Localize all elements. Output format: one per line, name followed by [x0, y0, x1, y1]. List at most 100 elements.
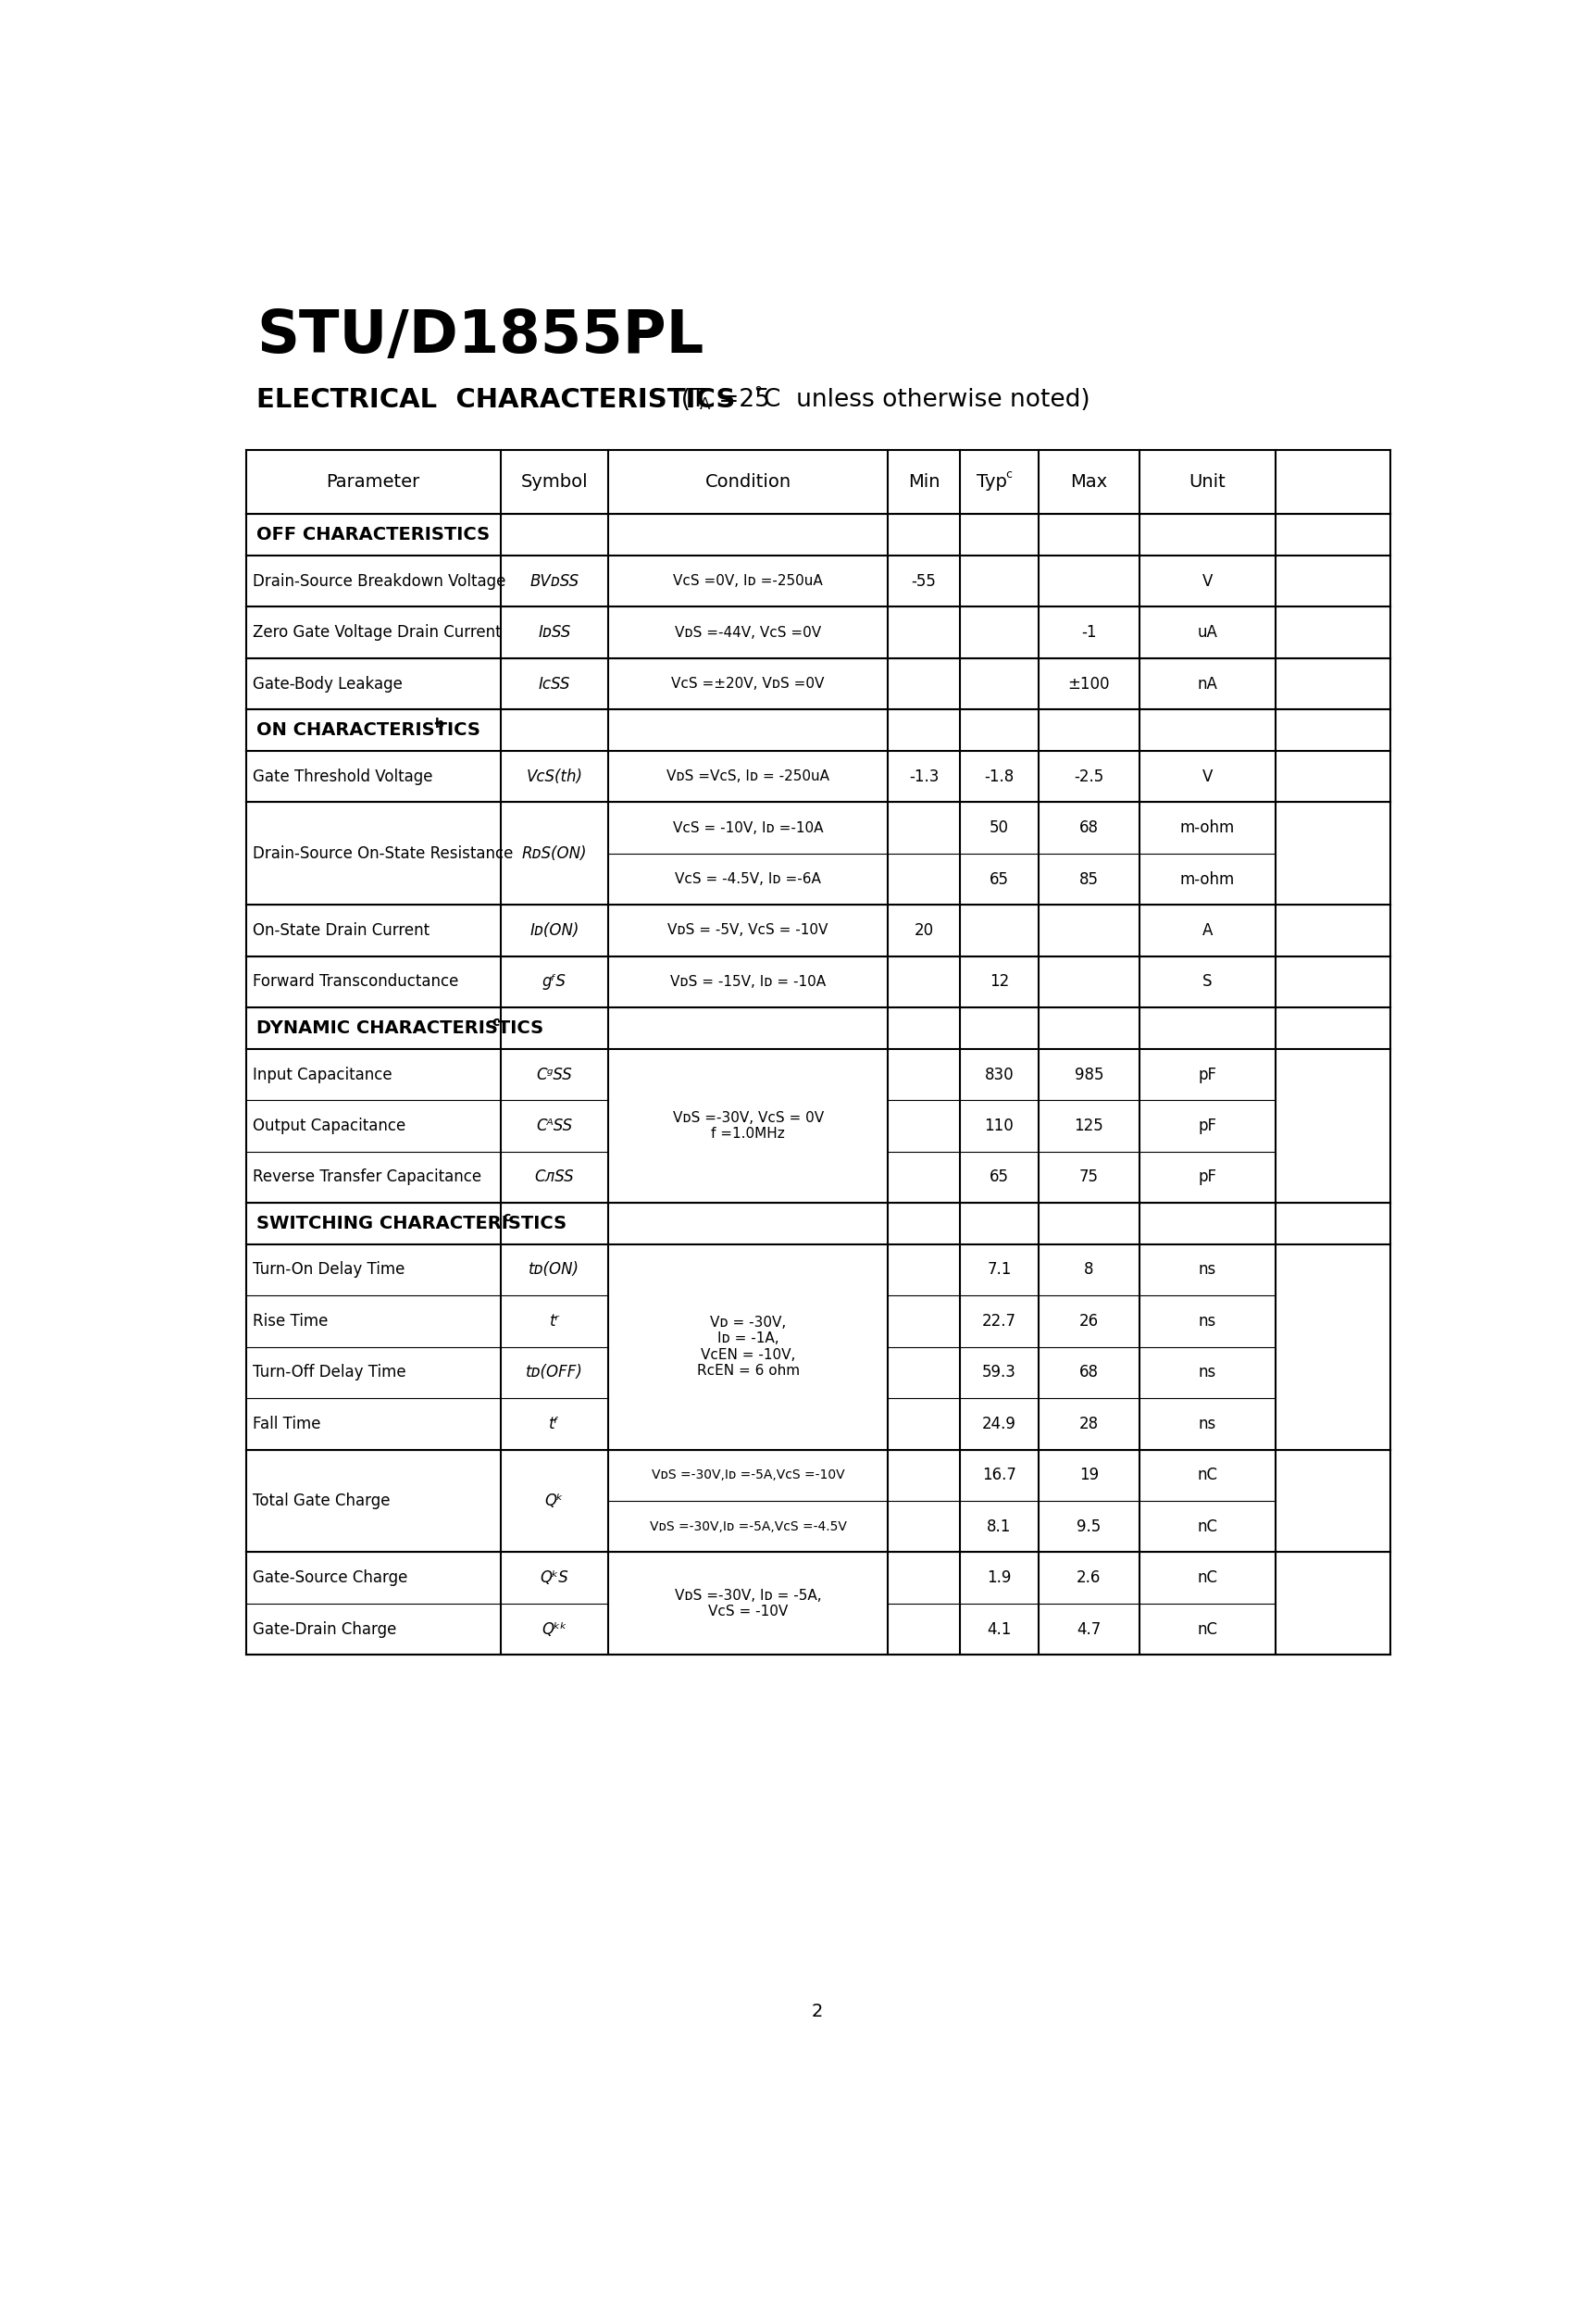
Text: 24.9: 24.9 [982, 1415, 1017, 1432]
Text: Typ: Typ [977, 474, 1007, 490]
Text: BVᴅSS: BVᴅSS [529, 572, 579, 590]
Text: -1.8: -1.8 [983, 769, 1014, 786]
Text: Input Capacitance: Input Capacitance [253, 1067, 392, 1083]
Text: VᴅS = -5V, VᴄS = -10V: VᴅS = -5V, VᴄS = -10V [668, 923, 829, 937]
Text: 26: 26 [1079, 1313, 1098, 1329]
Text: 19: 19 [1079, 1466, 1098, 1483]
Text: 68: 68 [1079, 1364, 1098, 1380]
Text: 28: 28 [1079, 1415, 1098, 1432]
Text: QᵏS: QᵏS [540, 1569, 569, 1587]
Text: Reverse Transfer Capacitance: Reverse Transfer Capacitance [253, 1169, 481, 1185]
Text: V: V [1202, 572, 1213, 590]
Text: Output Capacitance: Output Capacitance [253, 1118, 406, 1134]
Text: 1.9: 1.9 [987, 1569, 1011, 1587]
Text: Vᴅ = -30V,
Iᴅ = -1A,
VᴄEN = -10V,
RᴄEN = 6 ohm: Vᴅ = -30V, Iᴅ = -1A, VᴄEN = -10V, RᴄEN =… [697, 1315, 800, 1378]
Text: ELECTRICAL  CHARACTERISTICS: ELECTRICAL CHARACTERISTICS [257, 388, 735, 414]
Text: Gate Threshold Voltage: Gate Threshold Voltage [253, 769, 434, 786]
Text: 75: 75 [1079, 1169, 1098, 1185]
Text: -55: -55 [912, 572, 936, 590]
Text: pF: pF [1199, 1169, 1216, 1185]
Text: 4.1: 4.1 [987, 1620, 1011, 1638]
Text: 12: 12 [990, 974, 1009, 990]
Text: pF: pF [1199, 1118, 1216, 1134]
Text: VᴅS =-30V,Iᴅ =-5A,VᴄS =-10V: VᴅS =-30V,Iᴅ =-5A,VᴄS =-10V [652, 1469, 845, 1483]
Text: Zero Gate Voltage Drain Current: Zero Gate Voltage Drain Current [253, 625, 502, 641]
Text: RᴅS(ON): RᴅS(ON) [521, 846, 587, 862]
Text: Symbol: Symbol [521, 474, 588, 490]
Text: =25: =25 [711, 388, 770, 411]
Text: 830: 830 [985, 1067, 1014, 1083]
Text: nC: nC [1197, 1620, 1218, 1638]
Text: tᶠ: tᶠ [548, 1415, 559, 1432]
Text: OFF CHARACTERISTICS: OFF CHARACTERISTICS [257, 525, 489, 544]
Text: 4.7: 4.7 [1076, 1620, 1101, 1638]
Text: VᴄS = -4.5V, Iᴅ =-6A: VᴄS = -4.5V, Iᴅ =-6A [674, 872, 821, 885]
Text: V: V [1202, 769, 1213, 786]
Text: Iᴅ(ON): Iᴅ(ON) [529, 923, 579, 939]
Text: c: c [1006, 469, 1012, 481]
Text: ns: ns [1199, 1364, 1216, 1380]
Text: A: A [700, 397, 709, 414]
Text: Qᵏᵏ: Qᵏᵏ [542, 1620, 567, 1638]
Text: 2.6: 2.6 [1076, 1569, 1101, 1587]
Text: (T: (T [666, 388, 706, 411]
Text: ns: ns [1199, 1262, 1216, 1278]
Text: Min: Min [909, 474, 940, 490]
Text: °: ° [754, 386, 762, 402]
Text: VᴄS =±20V, VᴅS =0V: VᴄS =±20V, VᴅS =0V [671, 676, 824, 690]
Text: nC: nC [1197, 1466, 1218, 1483]
Text: Gate-Body Leakage: Gate-Body Leakage [253, 676, 403, 693]
Text: b: b [435, 718, 443, 730]
Text: 110: 110 [985, 1118, 1014, 1134]
Text: STU/D1855PL: STU/D1855PL [257, 307, 705, 365]
Text: tᴅ(ON): tᴅ(ON) [529, 1262, 580, 1278]
Text: 985: 985 [1074, 1067, 1103, 1083]
Text: c: c [502, 1211, 510, 1225]
Text: Condition: Condition [705, 474, 791, 490]
Text: ns: ns [1199, 1415, 1216, 1432]
Text: tʳ: tʳ [550, 1313, 559, 1329]
Text: 8.1: 8.1 [987, 1518, 1011, 1534]
Text: Forward Transconductance: Forward Transconductance [253, 974, 459, 990]
Text: 65: 65 [990, 1169, 1009, 1185]
Text: tᴅ(OFF): tᴅ(OFF) [526, 1364, 583, 1380]
Text: VᴄS = -10V, Iᴅ =-10A: VᴄS = -10V, Iᴅ =-10A [673, 820, 823, 834]
Text: uA: uA [1197, 625, 1218, 641]
Text: gᶠS: gᶠS [542, 974, 566, 990]
Text: 65: 65 [990, 872, 1009, 888]
Text: Qᵏ: Qᵏ [545, 1492, 564, 1508]
Text: nA: nA [1197, 676, 1218, 693]
Text: 2: 2 [811, 2003, 823, 2020]
Text: A: A [1202, 923, 1213, 939]
Text: 68: 68 [1079, 820, 1098, 837]
Text: VᴄS(th): VᴄS(th) [526, 769, 582, 786]
Text: m-ohm: m-ohm [1180, 872, 1235, 888]
Text: 9.5: 9.5 [1076, 1518, 1101, 1534]
Text: 8: 8 [1084, 1262, 1093, 1278]
Text: VᴅS =-30V, Iᴅ = -5A,
VᴄS = -10V: VᴅS =-30V, Iᴅ = -5A, VᴄS = -10V [674, 1590, 821, 1618]
Text: ±100: ±100 [1068, 676, 1109, 693]
Text: nC: nC [1197, 1569, 1218, 1587]
Text: ON CHARACTERISTICS: ON CHARACTERISTICS [257, 720, 480, 739]
Text: c: c [493, 1016, 499, 1027]
Text: 125: 125 [1074, 1118, 1103, 1134]
Text: Turn-Off Delay Time: Turn-Off Delay Time [253, 1364, 406, 1380]
Text: 20: 20 [913, 923, 934, 939]
Text: On-State Drain Current: On-State Drain Current [253, 923, 430, 939]
Text: Gate-Source Charge: Gate-Source Charge [253, 1569, 408, 1587]
Text: -1.3: -1.3 [909, 769, 939, 786]
Text: Gate-Drain Charge: Gate-Drain Charge [253, 1620, 397, 1638]
Text: Fall Time: Fall Time [253, 1415, 320, 1432]
Text: nC: nC [1197, 1518, 1218, 1534]
Text: Drain-Source Breakdown Voltage: Drain-Source Breakdown Voltage [253, 572, 507, 590]
Text: VᴄS =0V, Iᴅ =-250uA: VᴄS =0V, Iᴅ =-250uA [673, 574, 823, 588]
Text: CᴫSS: CᴫSS [534, 1169, 574, 1185]
Text: 50: 50 [990, 820, 1009, 837]
Text: Rise Time: Rise Time [253, 1313, 328, 1329]
Text: VᴅS =-30V,Iᴅ =-5A,VᴄS =-4.5V: VᴅS =-30V,Iᴅ =-5A,VᴄS =-4.5V [649, 1520, 846, 1534]
Text: CᴬSS: CᴬSS [536, 1118, 572, 1134]
Text: Parameter: Parameter [327, 474, 421, 490]
Text: 22.7: 22.7 [982, 1313, 1017, 1329]
Text: S: S [1202, 974, 1211, 990]
Text: 16.7: 16.7 [982, 1466, 1017, 1483]
